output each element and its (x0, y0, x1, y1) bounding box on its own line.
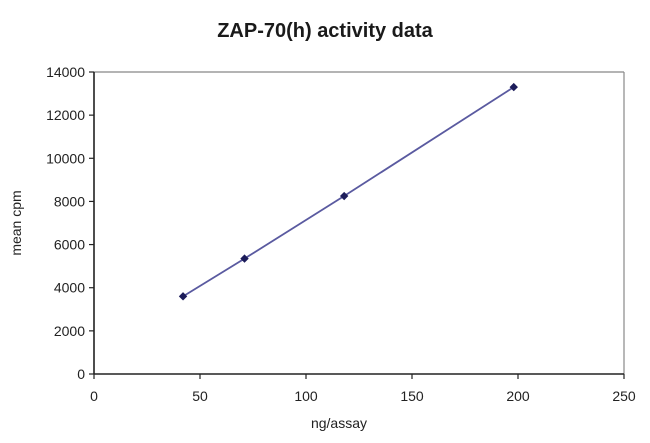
x-tick-label: 200 (506, 388, 530, 404)
chart-title: ZAP-70(h) activity data (217, 20, 433, 42)
diamond-marker-icon (240, 254, 249, 263)
y-tick-label: 2000 (54, 323, 85, 339)
x-axis-label: ng/assay (311, 415, 367, 431)
diamond-marker-icon (509, 82, 518, 92)
x-tick-label: 150 (400, 388, 424, 404)
y-tick-label: 14000 (46, 64, 85, 80)
x-tick-label: 50 (192, 388, 208, 404)
x-tick-label: 250 (612, 388, 636, 404)
y-tick-label: 4000 (54, 280, 85, 296)
data-series (178, 82, 518, 301)
y-axis-label: mean cpm (8, 190, 24, 255)
series-line (182, 86, 515, 298)
y-tick-label: 12000 (46, 107, 85, 123)
plot-border (94, 71, 625, 374)
y-tick-label: 8000 (54, 193, 85, 209)
diamond-marker-icon (178, 292, 188, 301)
x-axis: 0 50 100 150 200 250 (90, 373, 636, 404)
y-tick-label: 10000 (46, 150, 85, 166)
y-tick-label: 6000 (54, 237, 85, 253)
x-tick-label: 100 (294, 388, 318, 404)
y-tick-label: 0 (77, 366, 85, 382)
diamond-marker-icon (339, 191, 349, 201)
x-tick-label: 0 (90, 388, 98, 404)
y-axis: 0 2000 4000 6000 8000 10000 12000 14000 (46, 64, 95, 382)
